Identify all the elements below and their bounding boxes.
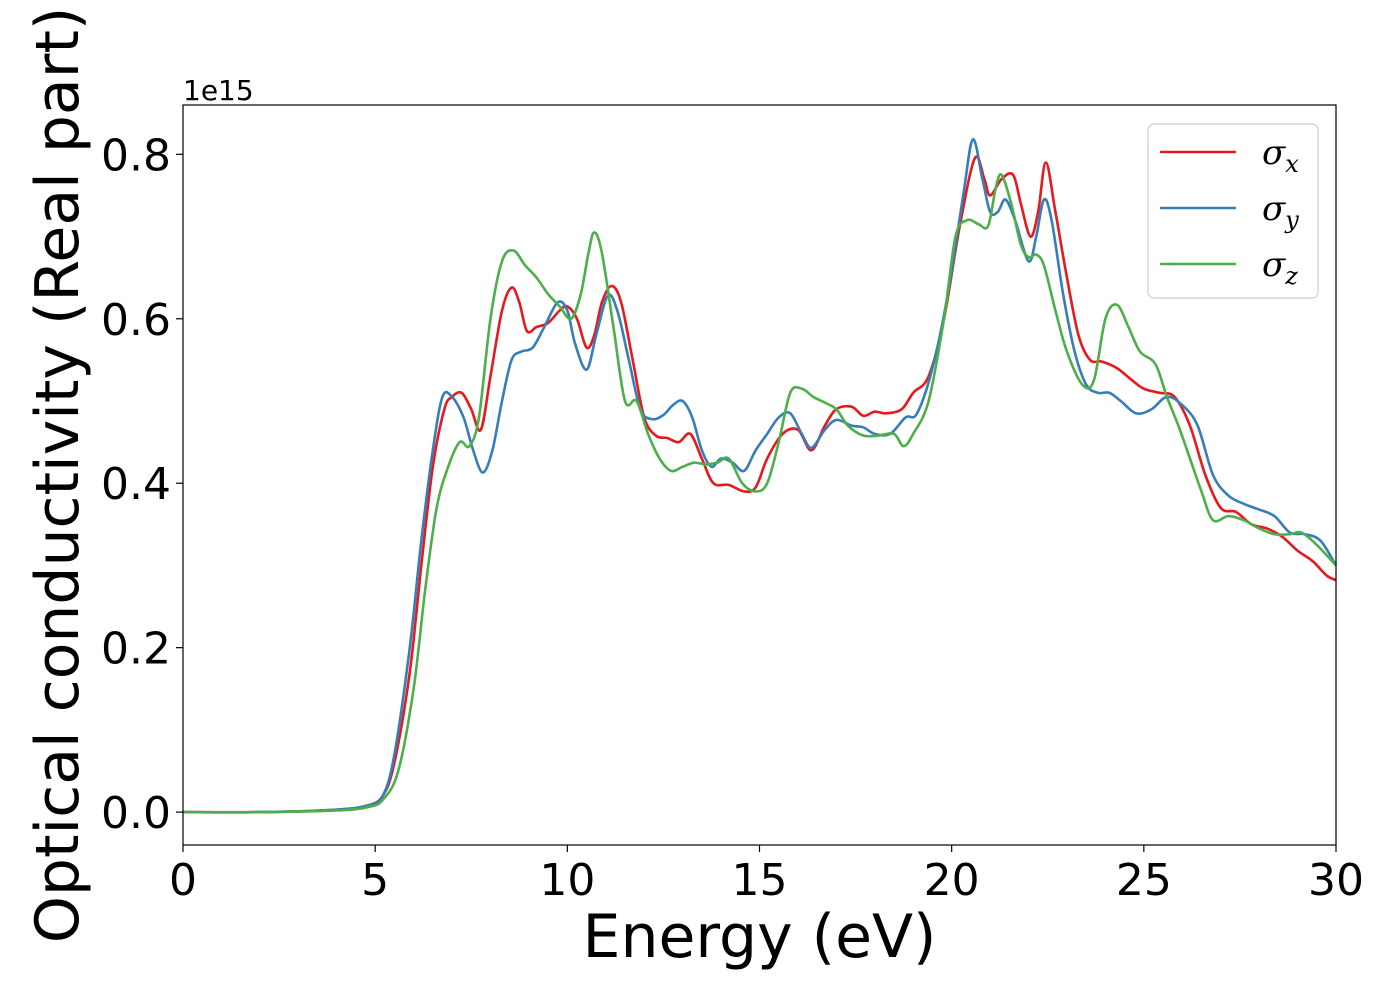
series-line-x	[182, 155, 1337, 814]
x-tick-label: 5	[361, 855, 389, 906]
x-tick-label: 0	[169, 855, 197, 906]
legend-box	[1147, 123, 1319, 299]
x-tick-label: 30	[1308, 855, 1364, 906]
y-tick-label: 0.0	[101, 788, 171, 839]
y-tick-label: 0.8	[101, 130, 171, 181]
series-line-z	[182, 172, 1337, 814]
x-tick-label: 25	[1116, 855, 1172, 906]
x-tick-label: 10	[539, 855, 595, 906]
legend-label-y: σy	[1262, 189, 1299, 234]
plot-area	[182, 138, 1338, 814]
legend-label-x: σx	[1262, 133, 1299, 178]
x-tick-label: 20	[924, 855, 980, 906]
y-tick-label: 0.4	[101, 459, 171, 510]
x-tick-label: 15	[732, 855, 788, 906]
y-offset-text: 1e15	[183, 74, 254, 107]
y-axis-label: Optical conductivity (Real part)	[23, 7, 93, 944]
y-tick-label: 0.6	[101, 295, 171, 346]
y-axis: 0.0 0.2 0.4 0.6 0.8	[101, 130, 183, 839]
legend-label-z: σz	[1262, 245, 1298, 290]
x-axis: 0 5 10 15 20 25 30	[169, 845, 1364, 906]
series-line-y	[182, 138, 1338, 814]
y-tick-label: 0.2	[101, 624, 171, 675]
legend: σx σy σz	[1147, 123, 1319, 299]
x-axis-label: Energy (eV)	[583, 902, 937, 972]
